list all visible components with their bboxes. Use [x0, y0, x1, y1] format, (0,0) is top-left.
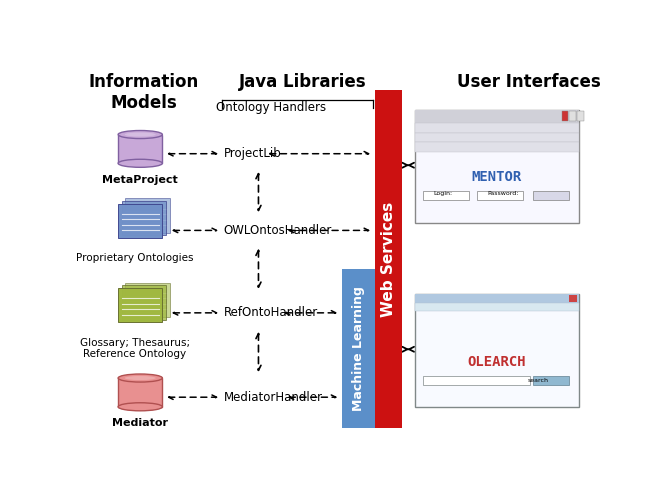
Text: MediatorHandler: MediatorHandler — [224, 391, 323, 404]
Ellipse shape — [118, 374, 163, 382]
Text: Proprietary Ontologies: Proprietary Ontologies — [77, 253, 194, 263]
Bar — [415, 294, 579, 407]
Ellipse shape — [125, 132, 156, 136]
Bar — [577, 111, 584, 122]
Bar — [342, 269, 374, 428]
Bar — [122, 285, 166, 320]
Bar — [533, 376, 569, 384]
Ellipse shape — [118, 403, 163, 411]
Bar — [415, 110, 579, 123]
Text: Web Services: Web Services — [380, 202, 396, 317]
Bar — [118, 204, 163, 238]
Text: Login:: Login: — [433, 191, 452, 197]
Bar — [122, 201, 166, 236]
Text: Password:: Password: — [487, 191, 519, 197]
Ellipse shape — [118, 159, 163, 167]
Ellipse shape — [125, 376, 156, 380]
Bar — [423, 191, 469, 201]
Bar — [118, 288, 163, 322]
Bar — [415, 294, 579, 303]
Text: Glossary; Thesaurus;
Reference Ontology: Glossary; Thesaurus; Reference Ontology — [80, 338, 190, 360]
Polygon shape — [118, 378, 163, 407]
Text: OWLOntosHandler: OWLOntosHandler — [224, 224, 332, 237]
Polygon shape — [118, 134, 163, 163]
Bar — [415, 110, 579, 223]
Bar — [562, 111, 569, 122]
Ellipse shape — [118, 130, 163, 138]
Bar — [423, 376, 530, 384]
Bar — [415, 123, 579, 132]
Text: Information
Models: Information Models — [89, 73, 199, 112]
Text: search: search — [528, 378, 548, 383]
Text: Ontology Handlers: Ontology Handlers — [216, 101, 327, 114]
Text: Java Libraries: Java Libraries — [239, 73, 366, 91]
Text: RefOntoHandler: RefOntoHandler — [224, 306, 318, 319]
Bar — [569, 111, 576, 122]
Bar — [126, 198, 169, 233]
Bar — [477, 191, 523, 201]
Bar — [415, 303, 579, 311]
Bar — [569, 295, 577, 302]
Bar — [533, 191, 569, 201]
Text: MENTOR: MENTOR — [472, 170, 522, 184]
Bar — [374, 91, 402, 428]
Bar — [126, 282, 169, 317]
Text: MetaProject: MetaProject — [102, 175, 178, 185]
Text: ProjectLib: ProjectLib — [224, 147, 282, 160]
Text: Mediator: Mediator — [112, 418, 168, 428]
Text: User Interfaces: User Interfaces — [458, 73, 601, 91]
Text: OLEARCH: OLEARCH — [468, 355, 526, 369]
Text: Machine Learning: Machine Learning — [351, 286, 365, 411]
Bar — [415, 132, 579, 142]
Bar — [415, 142, 579, 152]
